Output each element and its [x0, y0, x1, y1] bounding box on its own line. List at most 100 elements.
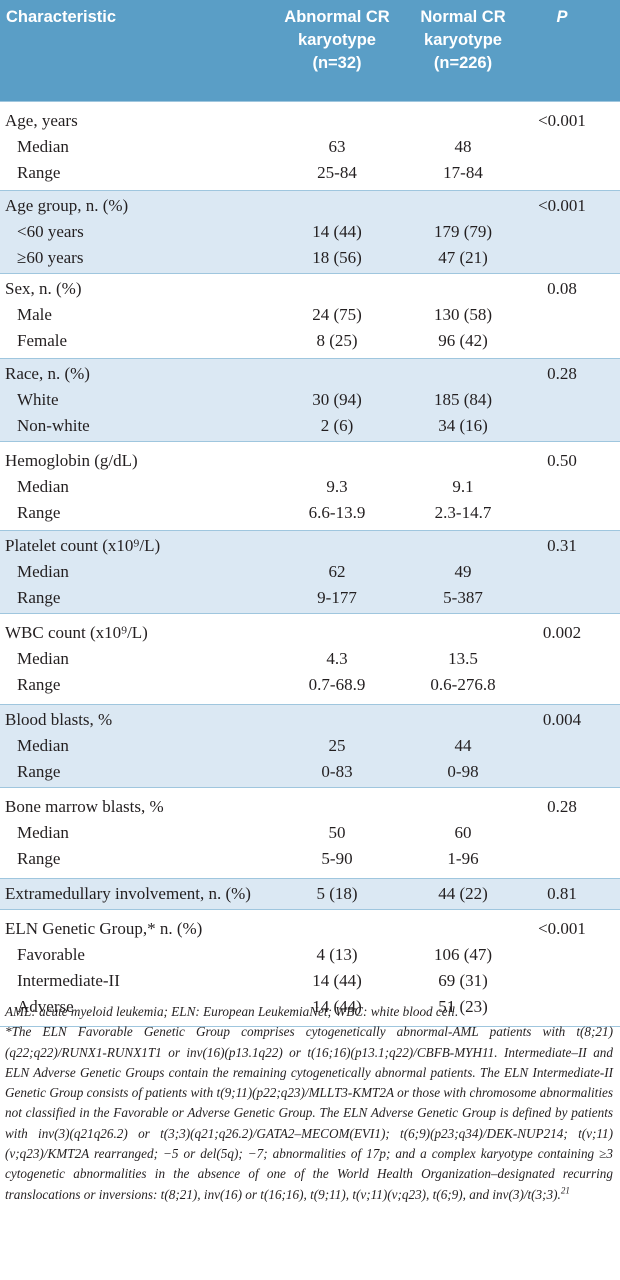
abnormal-value: 4.3 [326, 649, 348, 668]
table-row: Male 24 (75) 130 (58) [0, 302, 620, 328]
normal-value: 47 (21) [438, 248, 488, 267]
abnormal-value: 8 (25) [316, 331, 358, 350]
table-row: Median 4.3 13.5 [0, 646, 620, 672]
row-label: Female [17, 331, 68, 350]
row-label: Median [17, 477, 69, 496]
header-normal-cr: Normal CR karyotype (n=226) [403, 6, 523, 75]
table-row: Favorable 4 (13) 106 (47) [0, 942, 620, 968]
normal-value: 44 [454, 736, 472, 755]
normal-value: 1-96 [447, 849, 479, 868]
table-group: Blood blasts, % 0.004 Median 25 44 Range 0-83 0… [0, 704, 620, 787]
normal-value: 51 (23) [438, 997, 488, 1016]
table-group: Race, n. (%) 0.28 White 30 (94) 185 (84) Non-… [0, 358, 620, 441]
footnote-eln-definition: *The ELN Favorable Genetic Group compris… [5, 1022, 613, 1205]
table-row: Range 25-84 17-84 [0, 160, 620, 186]
group-header-row: Blood blasts, % 0.004 [0, 707, 620, 733]
header-characteristic: Characteristic [6, 8, 117, 26]
group-header-row: Platelet count (x10⁹/L) 0.31 [0, 533, 620, 559]
row-label: <60 years [17, 222, 84, 241]
row-label: Median [17, 823, 69, 842]
header-p-value: P [556, 8, 568, 26]
table-group: WBC count (x10⁹/L) 0.002 Median 4.3 13.5 Rang… [0, 613, 620, 704]
footnote-text: *The ELN Favorable Genetic Group compris… [5, 1024, 613, 1202]
table-group: Extramedullary involvement, n. (%) 5 (18)… [0, 878, 620, 909]
p-value: 0.28 [547, 797, 577, 816]
footnote-reference: 21 [560, 1185, 570, 1196]
group-header-row: Bone marrow blasts, % 0.28 [0, 794, 620, 820]
row-label: Range [17, 762, 61, 781]
p-value: 0.08 [547, 279, 577, 298]
group-header-row: Race, n. (%) 0.28 [0, 361, 620, 387]
table-row: Intermediate-II 14 (44) 69 (31) [0, 968, 620, 994]
table-row: Adverse 14 (44) 51 (23) [0, 994, 620, 1020]
abnormal-value: 5 (18) [316, 884, 358, 903]
table-group: Sex, n. (%) 0.08 Male 24 (75) 130 (58) Female… [0, 273, 620, 358]
normal-value: 34 (16) [438, 416, 488, 435]
normal-value: 0-98 [447, 762, 479, 781]
normal-value: 96 (42) [438, 331, 488, 350]
abnormal-value: 25-84 [317, 163, 357, 182]
normal-value: 0.6-276.8 [430, 675, 496, 694]
abnormal-value: 30 (94) [312, 390, 362, 409]
table-row: Range 6.6-13.9 2.3-14.7 [0, 500, 620, 526]
normal-value: 106 (47) [433, 945, 493, 964]
abnormal-value: 5-90 [321, 849, 353, 868]
row-label: Male [17, 305, 52, 324]
abnormal-value: 14 (44) [312, 997, 362, 1016]
abnormal-value: 14 (44) [312, 971, 362, 990]
header-normal-line2: karyotype [424, 31, 502, 49]
table-row: Median 50 60 [0, 820, 620, 846]
table-row: Median 63 48 [0, 134, 620, 160]
group-header-row: ELN Genetic Group,* n. (%) <0.001 [0, 916, 620, 942]
normal-value: 5-387 [443, 588, 483, 607]
normal-value: 60 [454, 823, 472, 842]
header-abnormal-line2: karyotype [298, 31, 376, 49]
normal-value: 69 (31) [438, 971, 488, 990]
normal-value: 179 (79) [433, 222, 493, 241]
table-row: Range 9-177 5-387 [0, 585, 620, 611]
table-row: Median 62 49 [0, 559, 620, 585]
normal-value: 49 [454, 562, 472, 581]
group-label: Extramedullary involvement, n. (%) [5, 884, 251, 903]
row-label: Range [17, 849, 61, 868]
header-abnormal-line1: Abnormal CR [284, 8, 390, 26]
group-label: Age, years [5, 111, 78, 130]
abnormal-value: 62 [328, 562, 346, 581]
table-row: Non-white 2 (6) 34 (16) [0, 413, 620, 439]
normal-value: 130 (58) [433, 305, 493, 324]
table-row: Median 9.3 9.1 [0, 474, 620, 500]
normal-value: 185 (84) [433, 390, 493, 409]
header-normal-line1: Normal CR [420, 8, 506, 26]
table-row: <60 years 14 (44) 179 (79) [0, 219, 620, 245]
abnormal-value: 0-83 [321, 762, 353, 781]
row-label: ≥60 years [17, 248, 84, 267]
table-row: Median 25 44 [0, 733, 620, 759]
characteristics-table: Characteristic Abnormal CR karyotype (n=… [0, 0, 620, 1027]
normal-value: 48 [454, 137, 472, 156]
row-label: Range [17, 675, 61, 694]
table-group: Age, years <0.001 Median 63 48 Range 25-84 17-8… [0, 101, 620, 190]
group-label: Sex, n. (%) [5, 279, 82, 298]
table-row: Range 5-90 1-96 [0, 846, 620, 872]
row-label: Range [17, 588, 61, 607]
table-row: ≥60 years 18 (56) 47 (21) [0, 245, 620, 271]
p-value: <0.001 [538, 111, 586, 130]
group-label: Blood blasts, % [5, 710, 113, 729]
p-value: 0.28 [547, 364, 577, 383]
table-row: Female 8 (25) 96 (42) [0, 328, 620, 354]
normal-value: 13.5 [448, 649, 478, 668]
abnormal-value: 24 (75) [312, 305, 362, 324]
table-group: Bone marrow blasts, % 0.28 Median 50 60 Range… [0, 787, 620, 878]
abnormal-value: 9.3 [326, 477, 348, 496]
p-value: 0.002 [542, 623, 582, 642]
abnormal-value: 25 [328, 736, 346, 755]
abnormal-value: 50 [328, 823, 346, 842]
abnormal-value: 4 (13) [316, 945, 358, 964]
abnormal-value: 63 [328, 137, 346, 156]
group-label: Age group, n. (%) [5, 196, 129, 215]
group-header-row: Extramedullary involvement, n. (%) 5 (18)… [0, 881, 620, 907]
group-header-row: WBC count (x10⁹/L) 0.002 [0, 620, 620, 646]
header-abnormal-line3: (n=32) [312, 54, 362, 72]
table-group: Platelet count (x10⁹/L) 0.31 Median 62 49 Ran… [0, 530, 620, 613]
normal-value: 17-84 [443, 163, 483, 182]
